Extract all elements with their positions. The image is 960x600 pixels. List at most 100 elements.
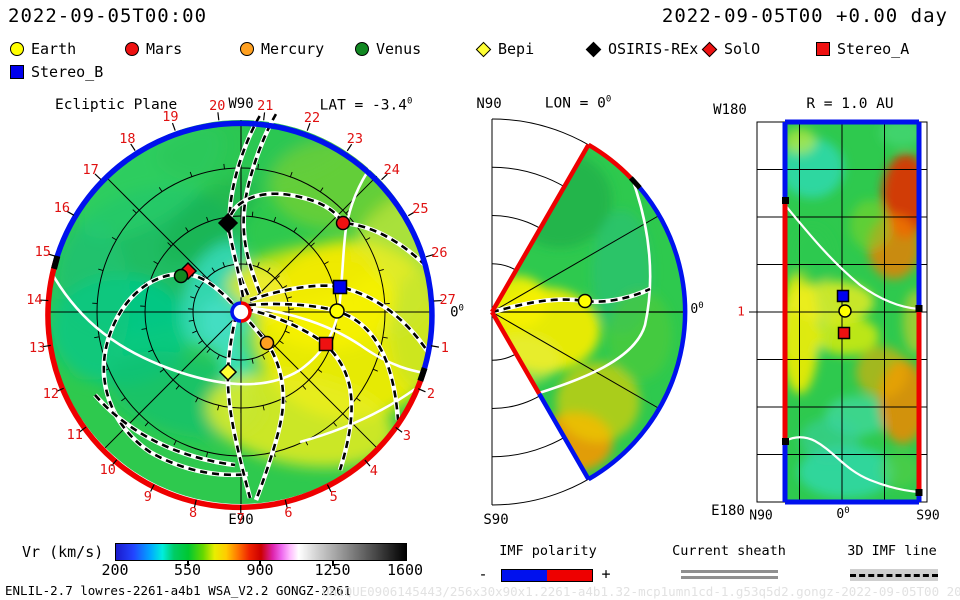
ecliptic-zero-label: 00 (450, 303, 464, 321)
bepi-marker (218, 362, 238, 382)
legend-label: Mars (146, 40, 183, 58)
stereo-a-marker (318, 336, 334, 352)
legend-label: Bepi (498, 40, 535, 58)
colorbar-tick (187, 560, 189, 566)
legend-label: Mercury (261, 40, 325, 58)
meridional-plot (490, 118, 688, 506)
meridional-s90-label: S90 (483, 512, 509, 528)
venus-marker-icon (355, 42, 369, 56)
legend-label: Stereo_B (31, 63, 104, 81)
model-info: ENLIL-2.7 lowres-2261-a4b1 WSA_V2.2 GONG… (5, 583, 352, 598)
date-ring-label: 11 (66, 427, 83, 444)
legend-item-mars: Mars (125, 40, 182, 58)
imf-positive-swatch (547, 570, 592, 581)
legend-item-stereo-a: Stereo_A (816, 40, 909, 58)
meridional-zero-label: 00 (690, 300, 704, 318)
earth-marker-icon (10, 42, 24, 56)
legend-label: OSIRIS-REx (608, 40, 699, 58)
colorbar-tick-label: 1600 (386, 561, 424, 579)
ecliptic-title: Ecliptic Plane (55, 97, 178, 113)
rim-positive-polarity (45, 261, 426, 511)
polarity-tick (915, 489, 923, 496)
venus-marker (173, 268, 189, 284)
earth-marker (838, 304, 852, 318)
current-sheath-swatch (681, 576, 778, 579)
legend-item-venus: Venus (355, 40, 421, 58)
date-ring-label: 13 (28, 339, 46, 356)
colorbar-tick (332, 560, 334, 566)
date-ring-label: 14 (26, 291, 43, 308)
date-ring-label: 3 (402, 427, 411, 444)
osiris-rex-marker (217, 212, 239, 234)
legend-label: Stereo_A (837, 40, 910, 58)
colorbar-tick (259, 560, 261, 566)
ecliptic-plot (40, 110, 442, 514)
date-ring-label: 15 (34, 244, 51, 261)
timestamp-left: 2022-09-05T00:00 (8, 5, 208, 27)
stereo-a-marker (837, 326, 851, 340)
legend-label: SolO (724, 40, 761, 58)
date-ring-label: 25 (412, 200, 429, 217)
date-ring-label: 18 (119, 130, 136, 147)
colorbar-tick-label: 1250 (314, 561, 351, 579)
date-ring-label: 16 (53, 200, 70, 217)
current-sheath-title: Current sheath (672, 543, 786, 559)
meridional-boundaries (490, 142, 688, 482)
rim-negative-polarity (52, 120, 435, 376)
date-ring-label: 9 (143, 488, 152, 505)
stereo-b-marker (836, 289, 850, 303)
legend-item-osiris-rex: OSIRIS-REx (585, 40, 699, 58)
meridional-title: LON = 00 (544, 94, 612, 112)
meridional-n90-label: N90 (476, 96, 502, 112)
mercury-marker (259, 335, 275, 351)
legend-label: Earth (31, 40, 77, 58)
radial-markers (836, 289, 852, 340)
date-ring-label: 22 (303, 109, 321, 126)
date-ring-label: 6 (284, 505, 293, 522)
date-ring-label: 5 (329, 489, 338, 506)
imf-minus-sign: - (478, 565, 488, 583)
imf-line-dash (850, 574, 938, 577)
date-ring-label: 2 (426, 386, 436, 403)
date-ring-label: 10 (99, 462, 116, 479)
velocity-colorbar (115, 543, 407, 561)
polarity-tick (915, 305, 923, 312)
run-id-watermark: UNIQUE0906145443/256x30x90x1.2261-a4b1.3… (322, 584, 960, 599)
date-ring-label: 17 (82, 161, 99, 178)
colorbar-tick-label: 900 (246, 561, 274, 579)
mars-marker (335, 215, 351, 231)
mars-marker-icon (125, 42, 139, 56)
date-ring-label: 24 (383, 162, 400, 179)
radial-axis-n90: N90 (749, 508, 773, 524)
imf-polarity-bar (501, 569, 593, 582)
colorbar-label: Vr (km/s) (22, 543, 104, 561)
rim-transition-tick (417, 367, 428, 382)
date-ring-label: 27 (439, 292, 456, 309)
date-ring-label: 1 (440, 340, 449, 357)
stereo-b-marker-icon (10, 65, 24, 79)
legend-item-earth: Earth (10, 40, 76, 58)
ecliptic-e90-label: E90 (228, 512, 254, 528)
legend-item-stereo-b: Stereo_B (10, 63, 103, 81)
imf-line-title: 3D IMF line (847, 543, 937, 559)
date-ring-label: 19 (162, 109, 179, 126)
radial-shell-plot (749, 119, 928, 505)
date-ring-label: 12 (42, 385, 59, 402)
imf-polarity-title: IMF polarity (499, 543, 597, 559)
sun-symbol (230, 301, 252, 323)
current-sheet-line (538, 183, 652, 395)
date-ring-label: 21 (257, 98, 274, 115)
colorbar-tick-label: 550 (173, 561, 202, 579)
ecliptic-lat-label: LAT = -3.40 (319, 96, 413, 114)
legend-item-mercury: Mercury (240, 40, 324, 58)
imf-plus-sign: + (601, 565, 611, 583)
radial-boundaries (782, 119, 923, 505)
ecliptic-w90-label: W90 (228, 96, 254, 112)
date-ring-label: 4 (369, 462, 378, 479)
stereo-a-marker-icon (816, 42, 830, 56)
current-sheet-lines (785, 204, 919, 494)
earth-marker (329, 303, 345, 319)
legend-label: Venus (376, 40, 422, 58)
